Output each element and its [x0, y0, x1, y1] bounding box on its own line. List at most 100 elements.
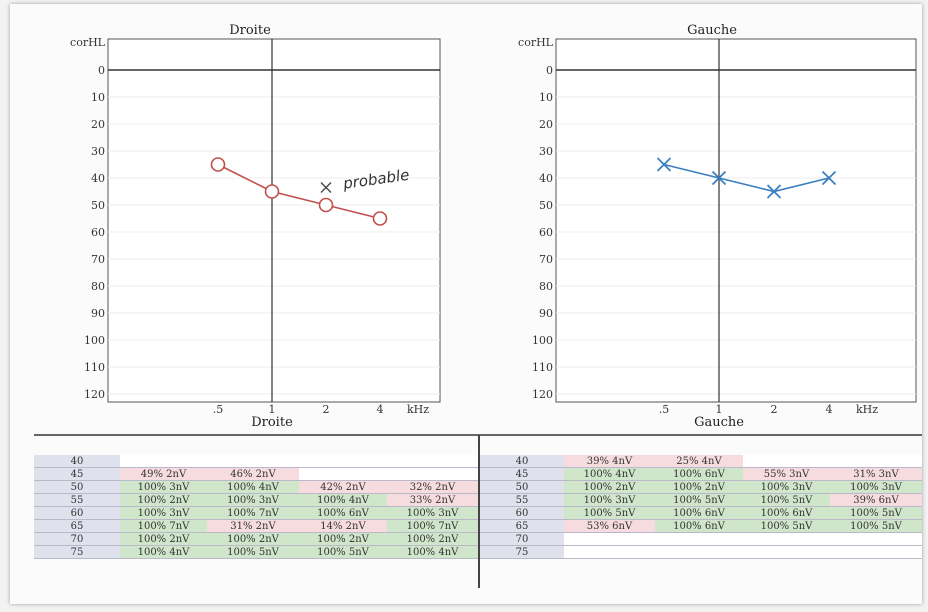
response-cell: 25% 4nV [655, 455, 743, 468]
table-row: 50 100% 3nV 100% 4nV 42% 2nV 32% 2nV [34, 480, 478, 494]
left-title: Gauche [687, 23, 737, 38]
response-cell [387, 455, 478, 468]
response-cell: 100% 4nV [299, 493, 387, 507]
response-cell [564, 532, 655, 546]
left-y-tick-label: 100 [532, 334, 553, 347]
left-ear-response-table: 40 39% 4nV 25% 4nV 45 100% 4nV 100% 6nV 55% 3n… [480, 455, 922, 559]
right-y-tick-label: 30 [91, 145, 105, 158]
level-cell: 60 [34, 506, 120, 520]
right-series-line [217, 163, 381, 220]
level-cell: 55 [480, 493, 564, 507]
response-cell: 100% 5nV [564, 506, 655, 520]
response-cell: 39% 4nV [564, 455, 655, 468]
response-cell: 31% 3nV [830, 467, 922, 481]
table-row: 45 100% 4nV 100% 6nV 55% 3nV 31% 3nV [480, 467, 922, 481]
response-cell: 55% 3nV [743, 467, 830, 481]
response-cell: 100% 5nV [655, 493, 743, 507]
response-cell: 53% 6nV [564, 519, 655, 533]
left-y-tick-label: 10 [539, 91, 553, 104]
response-cell: 100% 6nV [655, 519, 743, 533]
right-data-point [318, 197, 334, 213]
response-cell: 39% 6nV [830, 493, 922, 507]
right-handwritten-cross [320, 182, 332, 193]
level-cell: 50 [34, 480, 120, 494]
left-x-tick-label: 2 [771, 403, 778, 416]
response-cell: 100% 3nV [830, 480, 922, 494]
left-data-point [656, 157, 672, 172]
right-x-unit: kHz [407, 403, 429, 416]
response-cell: 100% 4nV [564, 467, 655, 481]
right-x-axis-label: Droite [251, 415, 293, 430]
response-cell: 100% 4nV [387, 545, 478, 559]
right-x-tick-label: 2 [323, 403, 330, 416]
response-cell: 100% 2nV [207, 532, 299, 546]
right-data-point [210, 157, 226, 172]
response-cell [743, 455, 830, 468]
left-x-axis-label: Gauche [694, 415, 744, 430]
response-cell [207, 455, 299, 468]
response-cell [299, 455, 387, 468]
right-cross-stroke [320, 182, 332, 193]
right-y-axis-label: corHL [70, 36, 106, 49]
response-cell: 42% 2nV [299, 480, 387, 494]
response-cell: 100% 2nV [120, 532, 207, 546]
response-cell: 100% 6nV [743, 506, 830, 520]
left-data-point [711, 170, 727, 186]
right-y-tick-label: 100 [84, 334, 105, 347]
right-y-tick-label: 20 [91, 118, 105, 131]
level-cell: 70 [480, 532, 564, 546]
response-cell: 100% 4nV [207, 480, 299, 494]
level-cell: 55 [34, 493, 120, 507]
left-cross-stroke [821, 170, 837, 186]
level-cell: 45 [34, 467, 120, 481]
response-cell [830, 455, 922, 468]
level-cell: 75 [34, 545, 120, 559]
response-cell [743, 545, 830, 559]
level-cell: 70 [34, 532, 120, 546]
left-y-tick-label: 60 [539, 226, 553, 239]
response-cell: 100% 6nV [655, 506, 743, 520]
table-row: 70 [480, 532, 922, 546]
right-x-tick-label: 1 [269, 403, 276, 416]
table-row: 70 100% 2nV 100% 2nV 100% 2nV 100% 2nV [34, 532, 478, 546]
left-cross-stroke [766, 184, 782, 199]
response-cell: 100% 3nV [120, 480, 207, 494]
response-cell: 100% 2nV [387, 532, 478, 546]
right-plot-frame [107, 38, 441, 403]
right-y-tick-label: 110 [84, 361, 105, 374]
table-row: 75 [480, 545, 922, 559]
level-cell: 50 [480, 480, 564, 494]
response-cell [299, 467, 387, 481]
response-cell: 100% 7nV [387, 519, 478, 533]
table-row: 45 49% 2nV 46% 2nV [34, 467, 478, 481]
response-cell: 100% 2nV [655, 480, 743, 494]
left-x-tick-label: .5 [659, 403, 670, 416]
level-cell: 65 [480, 519, 564, 533]
left-y-tick-label: 90 [539, 307, 553, 320]
left-cross-stroke [711, 170, 727, 186]
left-y-axis-label: corHL [518, 36, 554, 49]
response-cell: 14% 2nV [299, 519, 387, 533]
response-cell: 100% 6nV [655, 467, 743, 481]
left-y-tick-label: 40 [539, 172, 553, 185]
response-cell: 33% 2nV [387, 493, 478, 507]
right-x-tick-label: 4 [377, 403, 384, 416]
table-row: 65 53% 6nV 100% 6nV 100% 5nV 100% 5nV [480, 519, 922, 533]
response-cell: 32% 2nV [387, 480, 478, 494]
table-row: 60 100% 5nV 100% 6nV 100% 6nV 100% 5nV [480, 506, 922, 520]
response-cell [655, 545, 743, 559]
response-cell: 100% 3nV [387, 506, 478, 520]
left-series-line [663, 163, 830, 193]
response-cell [564, 545, 655, 559]
table-row: 50 100% 2nV 100% 2nV 100% 3nV 100% 3nV [480, 480, 922, 494]
table-row: 55 100% 2nV 100% 3nV 100% 4nV 33% 2nV [34, 493, 478, 507]
right-y-tick-label: 70 [91, 253, 105, 266]
right-title: Droite [229, 23, 271, 38]
table-row: 55 100% 3nV 100% 5nV 100% 5nV 39% 6nV [480, 493, 922, 507]
level-cell: 40 [34, 455, 120, 468]
right-y-tick-label: 40 [91, 172, 105, 185]
left-x-tick-label: 4 [826, 403, 833, 416]
table-row: 65 100% 7nV 31% 2nV 14% 2nV 100% 7nV [34, 519, 478, 533]
response-cell: 100% 3nV [120, 506, 207, 520]
